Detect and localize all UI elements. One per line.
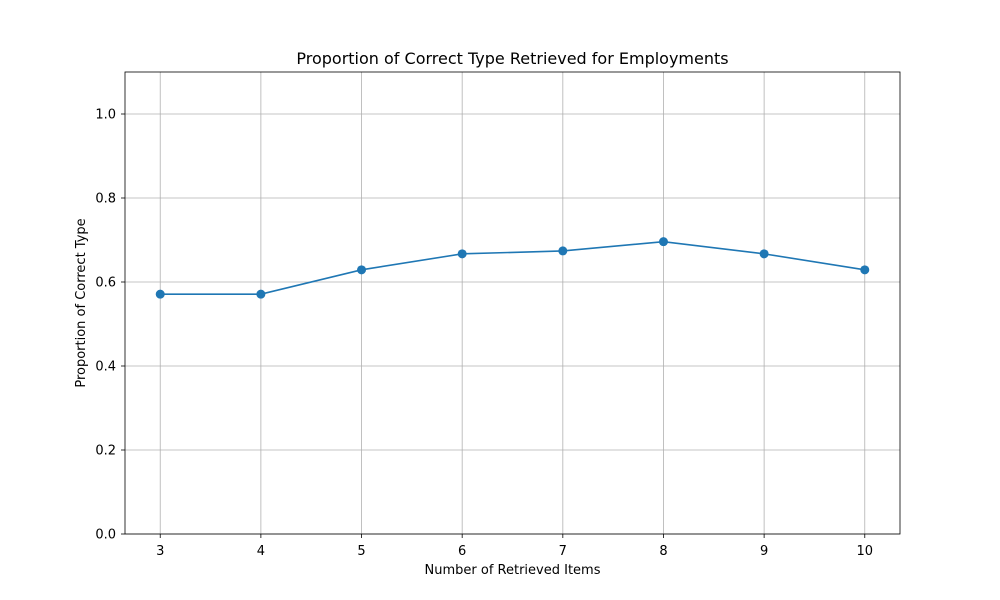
data-point	[558, 246, 568, 256]
data-point	[860, 265, 870, 275]
data-point	[256, 289, 266, 299]
y-axis-label: Proportion of Correct Type	[74, 218, 89, 387]
series-line	[160, 240, 865, 295]
x-tick-label: 9	[760, 544, 768, 559]
data-point	[759, 249, 769, 259]
data-point	[357, 265, 367, 275]
grid	[125, 72, 900, 535]
x-tick-label: 5	[357, 544, 365, 559]
x-tick-label: 3	[156, 544, 164, 559]
x-tick-label: 8	[659, 544, 667, 559]
y-tick-label: 0.0	[95, 528, 116, 543]
chart-title: Proportion of Correct Type Retrieved for…	[296, 49, 728, 68]
x-tick-label: 10	[856, 544, 873, 559]
data-point	[155, 289, 165, 299]
y-tick-label: 1.0	[95, 108, 116, 123]
x-tick-label: 6	[458, 544, 466, 559]
data-point	[457, 249, 467, 259]
plot-frame	[124, 71, 901, 535]
x-axis-label: Number of Retrieved Items	[425, 563, 601, 578]
series-layer	[155, 237, 870, 299]
y-tick-label: 0.4	[95, 360, 116, 375]
y-tick-label: 0.8	[95, 192, 116, 207]
ticks: 3 4 5 6 7 8 9 10 0.0 0.2 0.4 0.6 0.8 1.0	[95, 108, 873, 560]
y-tick-label: 0.2	[95, 444, 116, 459]
x-tick-label: 4	[257, 544, 265, 559]
x-tick-label: 7	[559, 544, 567, 559]
data-point	[658, 237, 668, 247]
y-tick-label: 0.6	[95, 276, 116, 291]
